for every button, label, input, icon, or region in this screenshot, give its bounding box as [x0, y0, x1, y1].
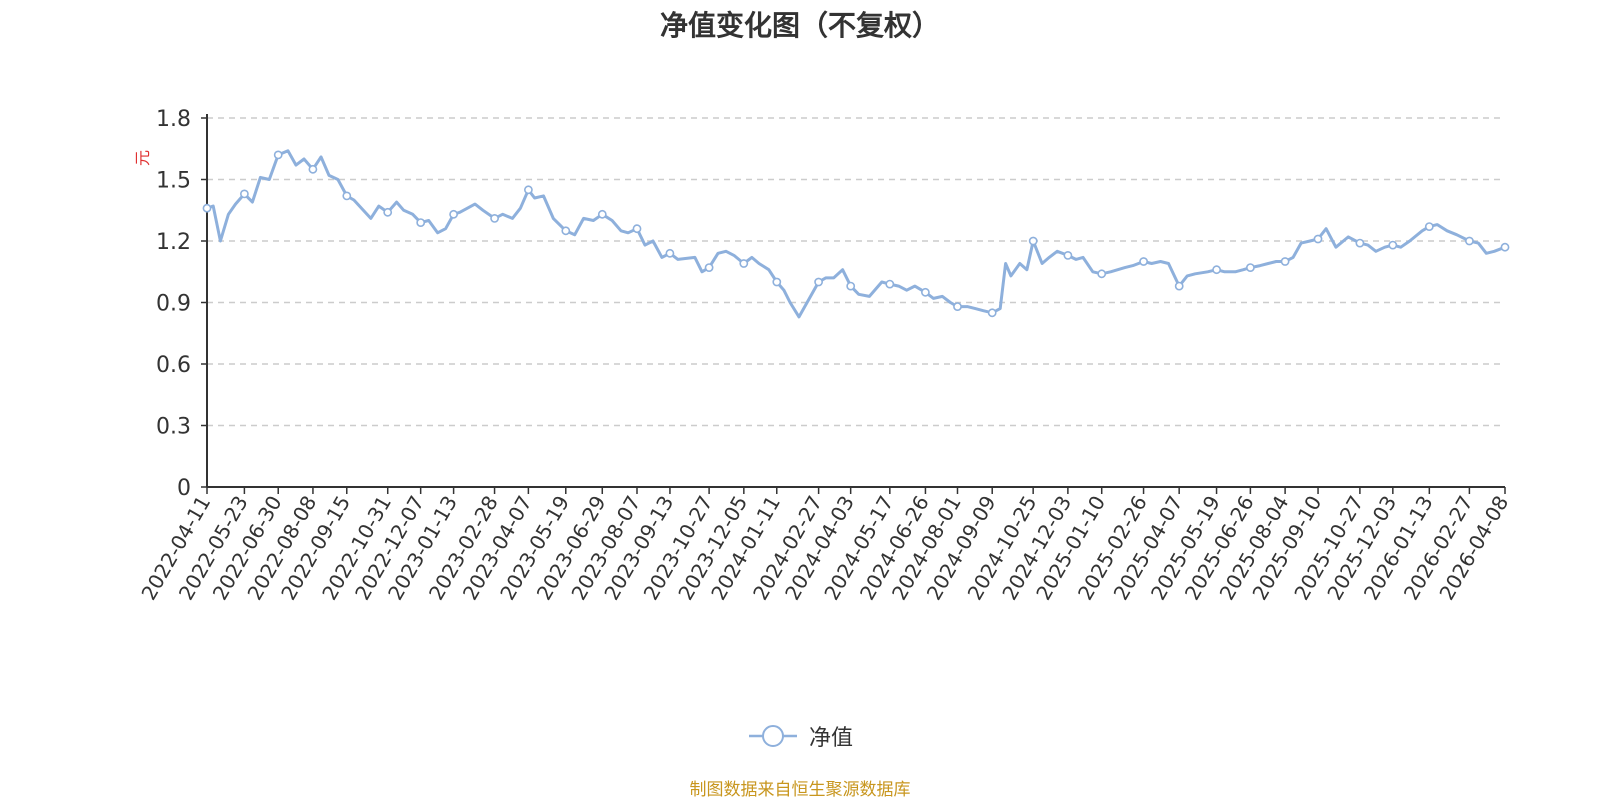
data-point-marker [597, 209, 607, 219]
data-point-marker [1212, 265, 1221, 275]
grid-lines [207, 117, 1505, 427]
data-point-marker [416, 218, 426, 227]
data-point-marker [490, 213, 499, 223]
data-point-marker [987, 308, 997, 318]
data-point-marker [704, 263, 714, 272]
data-point-marker [921, 287, 930, 297]
data-point-marker [1355, 238, 1365, 248]
data-point-marker [308, 164, 318, 174]
data-point-marker [1063, 250, 1073, 260]
data-point-marker [239, 189, 249, 199]
y-axis-label: 元 [133, 150, 152, 166]
legend[interactable]: 净值 [0, 720, 1600, 752]
data-point-marker [1424, 222, 1434, 231]
data-point-marker [1174, 281, 1184, 291]
data-point-marker [273, 150, 283, 160]
data-point-marker [814, 277, 823, 287]
source-note: 制图数据来自恒生聚源数据库 [689, 780, 911, 800]
series-line-净值 [205, 149, 1507, 319]
data-point-marker [1313, 234, 1323, 244]
data-point-marker [632, 224, 642, 234]
data-point-marker [202, 203, 212, 213]
chart-title: 净值变化图（不复权） [659, 9, 940, 42]
data-point-marker [1500, 242, 1510, 252]
data-point-marker [1028, 236, 1038, 246]
y-tick-label: 0.6 [156, 353, 191, 378]
data-point-marker [885, 279, 895, 289]
y-tick-label: 1.5 [156, 169, 191, 194]
y-tick-label: 1.8 [156, 107, 191, 132]
data-point-marker [1139, 257, 1148, 266]
data-point-marker [1280, 257, 1290, 266]
data-point-marker [739, 259, 749, 268]
data-point-marker [1246, 263, 1255, 272]
y-tick-label: 0 [177, 476, 191, 501]
data-point-marker [1465, 236, 1474, 246]
data-point-marker [772, 277, 782, 287]
legend-line-icon [748, 725, 797, 747]
legend-label: 净值 [808, 726, 853, 751]
data-point-marker [342, 191, 352, 201]
y-tick-label: 0.3 [156, 415, 191, 440]
y-tick-label: 0.9 [156, 292, 191, 317]
axes [201, 114, 1506, 494]
data-point-marker [846, 281, 856, 291]
series-layer [202, 149, 1510, 319]
data-point-marker [561, 226, 571, 236]
data-point-marker [953, 302, 962, 311]
tick-labels: 00.30.60.91.21.51.82022-04-112022-05-232… [136, 107, 1513, 604]
data-point-marker [665, 248, 675, 258]
data-point-marker [449, 209, 458, 219]
y-tick-label: 1.2 [156, 230, 191, 255]
data-point-marker [383, 207, 393, 217]
data-point-marker [1097, 269, 1107, 279]
data-point-marker [524, 185, 533, 195]
data-point-marker [1388, 240, 1398, 250]
